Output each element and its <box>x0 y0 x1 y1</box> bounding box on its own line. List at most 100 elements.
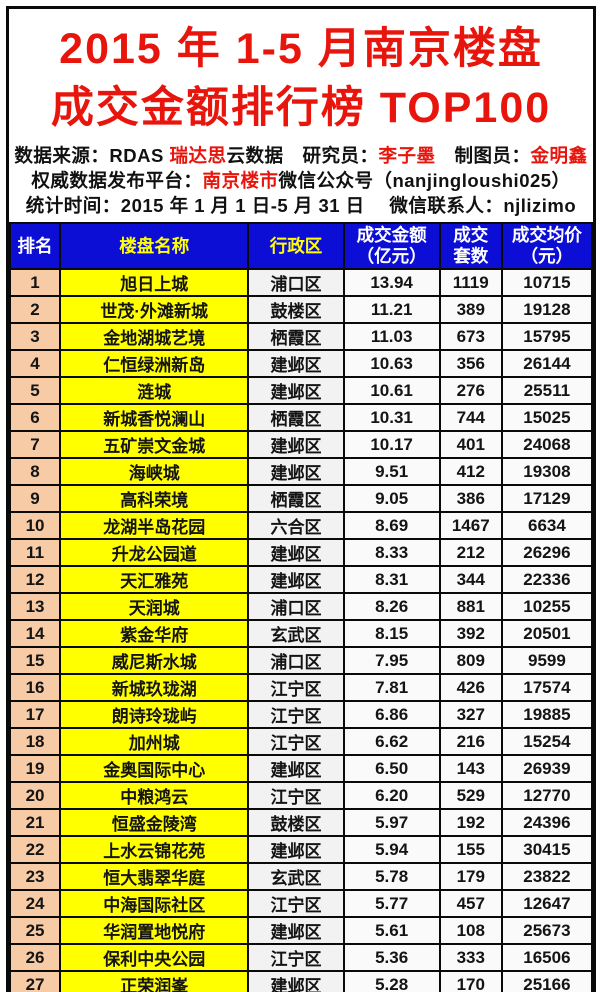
name-cell: 仁恒绿洲新岛 <box>59 349 250 378</box>
price-cell: 12770 <box>500 781 593 810</box>
table-row: 1 旭日上城 浦口区 13.94 1119 10715 <box>9 268 593 297</box>
price-cell: 22336 <box>500 565 593 594</box>
units-cell: 412 <box>438 457 503 486</box>
amount-cell: 6.20 <box>342 781 441 810</box>
table-row: 4 仁恒绿洲新岛 建邺区 10.63 356 26144 <box>9 349 593 378</box>
district-cell: 建邺区 <box>247 430 345 459</box>
price-cell: 15795 <box>500 322 593 351</box>
amount-cell: 5.36 <box>342 943 441 972</box>
units-cell: 179 <box>438 862 503 891</box>
rank-cell: 7 <box>9 430 62 459</box>
table-row: 19 金奥国际中心 建邺区 6.50 143 26939 <box>9 754 593 783</box>
table-body: 1 旭日上城 浦口区 13.94 1119 10715 2 世茂·外滩新城 鼓楼区 11.21 38… <box>9 268 593 992</box>
name-cell: 保利中央公园 <box>59 943 250 972</box>
highlighted-text: 金明鑫 <box>530 145 588 166</box>
rank-cell: 12 <box>9 565 62 594</box>
rank-cell: 23 <box>9 862 62 891</box>
amount-cell: 6.50 <box>342 754 441 783</box>
price-cell: 25673 <box>500 916 593 945</box>
meta-source-line: 数据来源：RDAS 瑞达思云数据 研究员：李子墨 制图员：金明鑫 <box>9 143 593 168</box>
price-cell: 9599 <box>500 646 593 675</box>
district-cell: 江宁区 <box>247 700 345 729</box>
units-cell: 1119 <box>438 268 503 297</box>
units-cell: 389 <box>438 295 503 324</box>
district-cell: 江宁区 <box>247 889 345 918</box>
amount-cell: 10.63 <box>342 349 441 378</box>
amount-cell: 10.17 <box>342 430 441 459</box>
price-cell: 15254 <box>500 727 593 756</box>
units-cell: 155 <box>438 835 503 864</box>
name-cell: 五矿崇文金城 <box>59 430 250 459</box>
price-cell: 17574 <box>500 673 593 702</box>
price-cell: 15025 <box>500 403 593 432</box>
amount-cell: 8.69 <box>342 511 441 540</box>
table-row: 17 朗诗玲珑屿 江宁区 6.86 327 19885 <box>9 700 593 729</box>
rank-cell: 20 <box>9 781 62 810</box>
table-header-col-price: 成交均价 （元） <box>500 222 593 270</box>
price-cell: 24396 <box>500 808 593 837</box>
price-cell: 26939 <box>500 754 593 783</box>
name-cell: 中粮鸿云 <box>59 781 250 810</box>
price-cell: 17129 <box>500 484 593 513</box>
table-row: 20 中粮鸿云 江宁区 6.20 529 12770 <box>9 781 593 810</box>
rank-cell: 9 <box>9 484 62 513</box>
name-cell: 紫金华府 <box>59 619 250 648</box>
plain-text: 统计时间：2015 年 1 月 1 日-5 月 31 日 微信联系人：njliz… <box>25 195 577 216</box>
amount-cell: 5.61 <box>342 916 441 945</box>
district-cell: 鼓楼区 <box>247 808 345 837</box>
name-cell: 涟城 <box>59 376 250 405</box>
meta-period-line: 统计时间：2015 年 1 月 1 日-5 月 31 日 微信联系人：njliz… <box>9 193 593 218</box>
table-row: 7 五矿崇文金城 建邺区 10.17 401 24068 <box>9 430 593 459</box>
units-cell: 744 <box>438 403 503 432</box>
amount-cell: 8.31 <box>342 565 441 594</box>
units-cell: 212 <box>438 538 503 567</box>
units-cell: 356 <box>438 349 503 378</box>
table-row: 10 龙湖半岛花园 六合区 8.69 1467 6634 <box>9 511 593 540</box>
district-cell: 建邺区 <box>247 754 345 783</box>
rank-cell: 21 <box>9 808 62 837</box>
units-cell: 426 <box>438 673 503 702</box>
table-row: 3 金地湖城艺境 栖霞区 11.03 673 15795 <box>9 322 593 351</box>
amount-cell: 6.62 <box>342 727 441 756</box>
rank-cell: 15 <box>9 646 62 675</box>
table-row: 11 升龙公园道 建邺区 8.33 212 26296 <box>9 538 593 567</box>
amount-cell: 11.21 <box>342 295 441 324</box>
rank-cell: 3 <box>9 322 62 351</box>
name-cell: 威尼斯水城 <box>59 646 250 675</box>
table-row: 18 加州城 江宁区 6.62 216 15254 <box>9 727 593 756</box>
price-cell: 24068 <box>500 430 593 459</box>
name-cell: 正荣润峯 <box>59 970 250 992</box>
table-row: 26 保利中央公园 江宁区 5.36 333 16506 <box>9 943 593 972</box>
district-cell: 江宁区 <box>247 727 345 756</box>
district-cell: 建邺区 <box>247 376 345 405</box>
price-cell: 26296 <box>500 538 593 567</box>
units-cell: 1467 <box>438 511 503 540</box>
units-cell: 401 <box>438 430 503 459</box>
district-cell: 建邺区 <box>247 538 345 567</box>
units-cell: 216 <box>438 727 503 756</box>
rank-cell: 24 <box>9 889 62 918</box>
table-header-col-units: 成交 套数 <box>438 222 503 270</box>
amount-cell: 7.81 <box>342 673 441 702</box>
price-cell: 19885 <box>500 700 593 729</box>
units-cell: 143 <box>438 754 503 783</box>
district-cell: 建邺区 <box>247 916 345 945</box>
units-cell: 192 <box>438 808 503 837</box>
plain-text: 制图员： <box>435 145 531 166</box>
rank-cell: 25 <box>9 916 62 945</box>
amount-cell: 9.51 <box>342 457 441 486</box>
meta-info: 数据来源：RDAS 瑞达思云数据 研究员：李子墨 制图员：金明鑫 权威数据发布平… <box>9 143 593 218</box>
district-cell: 浦口区 <box>247 268 345 297</box>
name-cell: 恒大翡翠华庭 <box>59 862 250 891</box>
units-cell: 327 <box>438 700 503 729</box>
name-cell: 金奥国际中心 <box>59 754 250 783</box>
highlighted-text: 南京楼市 <box>202 170 279 191</box>
rank-cell: 2 <box>9 295 62 324</box>
amount-cell: 7.95 <box>342 646 441 675</box>
units-cell: 809 <box>438 646 503 675</box>
rank-cell: 11 <box>9 538 62 567</box>
rank-cell: 1 <box>9 268 62 297</box>
units-cell: 529 <box>438 781 503 810</box>
amount-cell: 6.86 <box>342 700 441 729</box>
plain-text: 云数据 研究员： <box>226 145 379 166</box>
